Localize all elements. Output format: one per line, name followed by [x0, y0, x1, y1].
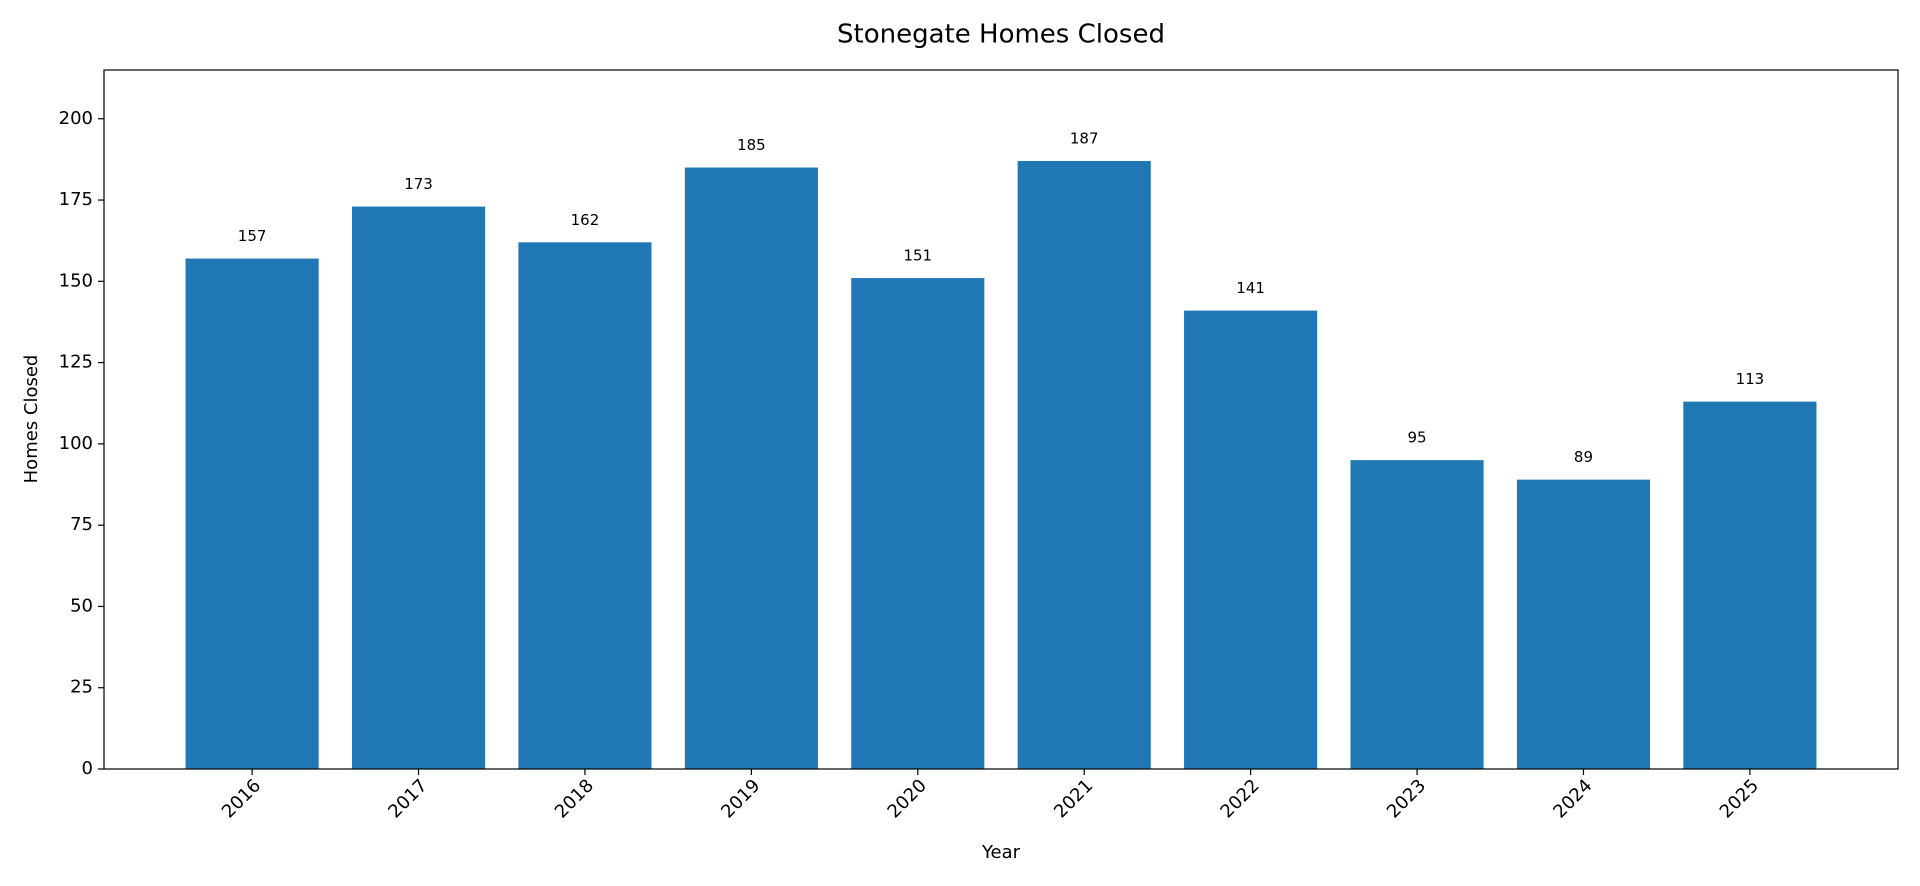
bar — [351, 206, 486, 770]
bar — [518, 242, 652, 769]
x-tick-label: 2017 — [384, 775, 431, 822]
chart-title: Stonegate Homes Closed — [837, 20, 1165, 50]
x-tick-label: 2021 — [1050, 775, 1097, 822]
y-tick-label: 50 — [70, 595, 93, 616]
plot-frame — [103, 69, 1899, 770]
value-label: 157 — [238, 227, 267, 245]
value-label: 141 — [1236, 279, 1265, 297]
bar — [684, 167, 818, 769]
x-axis-label: Year — [981, 842, 1021, 863]
value-label: 173 — [404, 175, 433, 193]
value-label: 162 — [571, 211, 600, 229]
y-tick-label: 200 — [59, 108, 93, 129]
y-tick-label: 100 — [59, 433, 93, 454]
y-tick-label: 75 — [70, 514, 93, 535]
value-label: 187 — [1070, 130, 1099, 148]
x-tick-label: 2020 — [884, 775, 931, 822]
x-tick-label: 2024 — [1549, 775, 1596, 822]
x-tick-label: 2025 — [1716, 775, 1763, 822]
x-tick-label: 2016 — [218, 775, 265, 822]
bar — [851, 278, 985, 769]
x-tick-label: 2019 — [717, 775, 764, 822]
y-tick-label: 0 — [82, 758, 93, 779]
y-axis-label: Homes Closed — [21, 355, 42, 484]
bar — [1017, 161, 1151, 769]
bar — [1350, 460, 1484, 769]
bar — [1516, 479, 1651, 769]
x-tick-label: 2018 — [551, 775, 598, 822]
bar — [1184, 310, 1318, 769]
x-tick-label: 2022 — [1216, 775, 1263, 822]
y-tick-label: 175 — [59, 189, 93, 210]
x-tick-label: 2023 — [1383, 775, 1430, 822]
value-label: 151 — [903, 247, 932, 265]
y-tick-label: 125 — [59, 352, 93, 373]
value-label: 185 — [737, 136, 766, 154]
bar — [1683, 401, 1817, 769]
bar — [185, 258, 319, 769]
value-label: 89 — [1574, 448, 1593, 466]
value-label: 95 — [1408, 429, 1427, 447]
y-tick-label: 25 — [70, 677, 93, 698]
y-tick-label: 150 — [59, 270, 93, 291]
value-label: 113 — [1736, 370, 1765, 388]
